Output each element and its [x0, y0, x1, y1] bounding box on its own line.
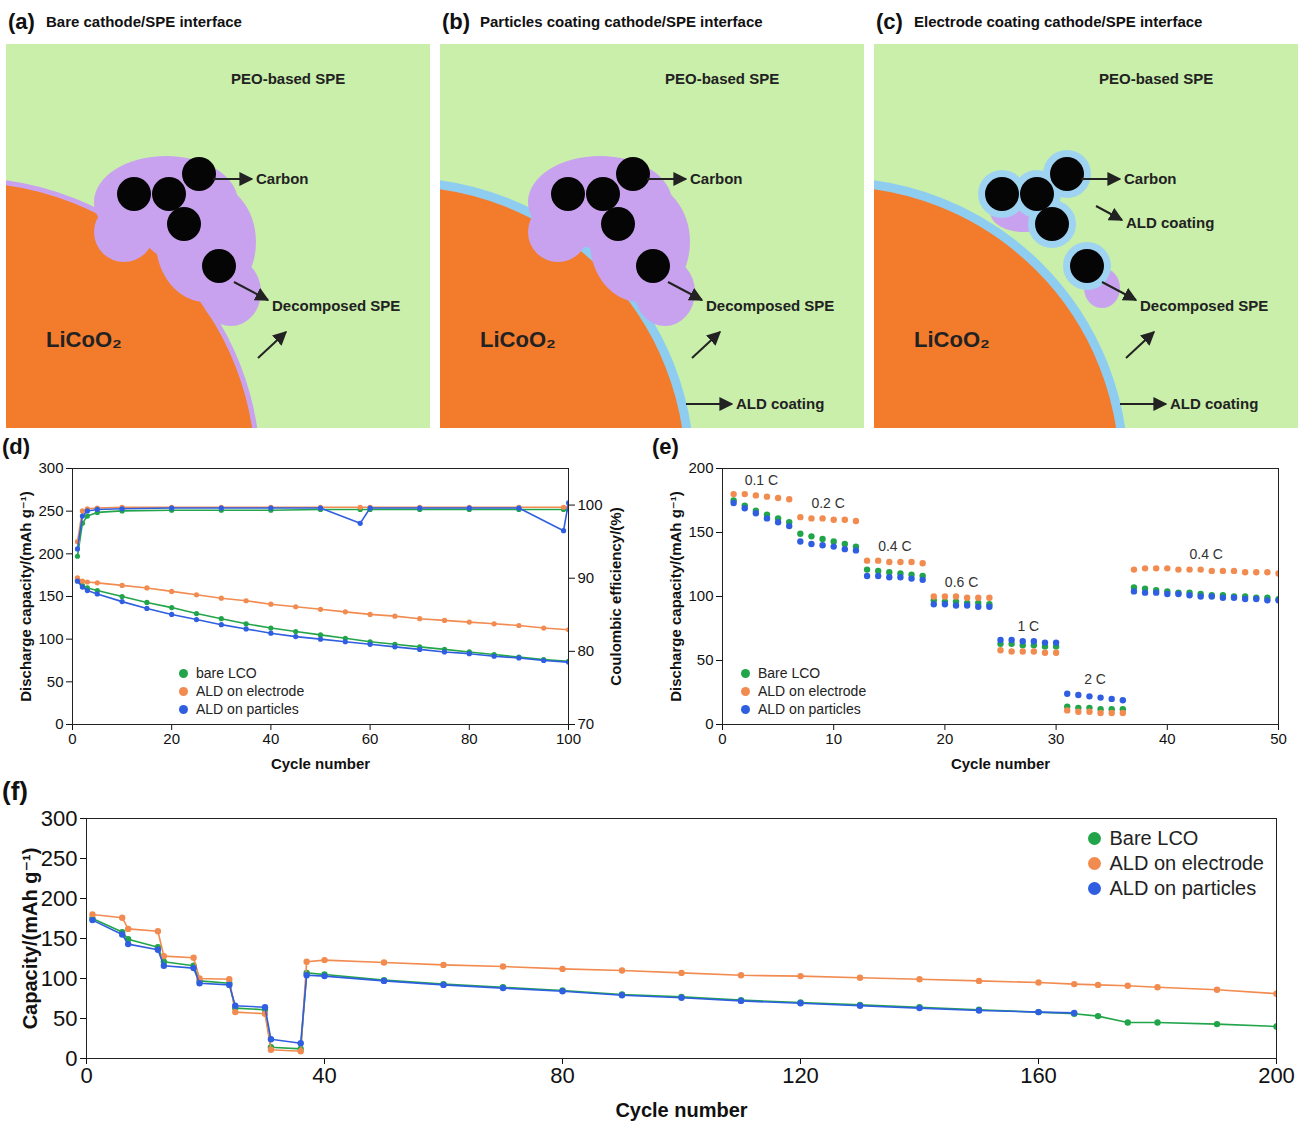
svg-text:(b): (b)	[442, 9, 470, 34]
svg-text:20: 20	[937, 730, 954, 747]
svg-text:ALD coating: ALD coating	[736, 395, 824, 412]
svg-text:Cycle number: Cycle number	[271, 755, 370, 772]
svg-text:0: 0	[80, 1063, 92, 1088]
svg-text:150: 150	[38, 587, 63, 604]
html-text:(f): (f)	[2, 776, 28, 806]
svg-text:50: 50	[1270, 730, 1287, 747]
svg-text:0: 0	[718, 730, 726, 747]
svg-text:90: 90	[578, 569, 595, 586]
svg-text:40: 40	[263, 730, 280, 747]
svg-text:ALD coating: ALD coating	[1170, 395, 1258, 412]
svg-text:Coulombic efficiency/(%): Coulombic efficiency/(%)	[607, 507, 624, 685]
svg-text:PEO-based SPE: PEO-based SPE	[665, 70, 779, 87]
html-text:ALD on electrode: ALD on electrode	[1109, 852, 1264, 874]
svg-text:Bare cathode/SPE interface: Bare cathode/SPE interface	[46, 13, 242, 30]
svg-text:LiCoO₂: LiCoO₂	[480, 327, 556, 352]
html-text:Bare LCO: Bare LCO	[758, 665, 821, 681]
svg-text:100: 100	[41, 966, 78, 991]
svg-text:0.1 C: 0.1 C	[745, 472, 778, 488]
svg-text:160: 160	[1020, 1063, 1057, 1088]
svg-text:70: 70	[578, 715, 595, 732]
html-text:(e): (e)	[652, 434, 679, 459]
svg-text:LiCoO₂: LiCoO₂	[914, 327, 990, 352]
svg-text:200: 200	[38, 545, 63, 562]
svg-text:100: 100	[556, 730, 581, 747]
svg-text:250: 250	[41, 846, 78, 871]
svg-text:Carbon: Carbon	[690, 170, 743, 187]
svg-text:Discharge capacity/(mAh g⁻¹): Discharge capacity/(mAh g⁻¹)	[667, 491, 684, 701]
svg-text:80: 80	[578, 642, 595, 659]
svg-text:30: 30	[1048, 730, 1065, 747]
svg-text:Carbon: Carbon	[1124, 170, 1177, 187]
svg-text:0: 0	[68, 730, 76, 747]
svg-text:40: 40	[312, 1063, 336, 1088]
svg-text:0: 0	[65, 1046, 77, 1071]
svg-text:Decomposed SPE: Decomposed SPE	[272, 297, 400, 314]
svg-text:(a): (a)	[8, 9, 35, 34]
svg-text:60: 60	[362, 730, 379, 747]
html-text:ALD on particles: ALD on particles	[1109, 877, 1257, 899]
svg-text:150: 150	[41, 926, 78, 951]
svg-text:20: 20	[163, 730, 180, 747]
svg-text:200: 200	[41, 886, 78, 911]
svg-text:0.6 C: 0.6 C	[945, 574, 978, 590]
svg-text:120: 120	[782, 1063, 819, 1088]
svg-text:Electrode coating cathode/SPE: Electrode coating cathode/SPE interface	[914, 13, 1202, 30]
svg-text:Capacity/(mAh g⁻¹): Capacity/(mAh g⁻¹)	[19, 848, 41, 1030]
html-text:Bare LCO: Bare LCO	[1109, 827, 1199, 849]
svg-text:0.2 C: 0.2 C	[811, 495, 844, 511]
svg-text:PEO-based SPE: PEO-based SPE	[231, 70, 345, 87]
svg-text:250: 250	[38, 502, 63, 519]
svg-text:50: 50	[53, 1006, 77, 1031]
html-text:bare LCO: bare LCO	[196, 665, 257, 681]
svg-text:40: 40	[1159, 730, 1176, 747]
svg-text:0.4 C: 0.4 C	[878, 538, 911, 554]
svg-text:150: 150	[688, 523, 713, 540]
svg-text:0: 0	[55, 715, 63, 732]
svg-text:80: 80	[550, 1063, 574, 1088]
svg-text:ALD coating: ALD coating	[1126, 214, 1214, 231]
svg-text:Cycle number: Cycle number	[951, 755, 1050, 772]
svg-text:(c): (c)	[876, 9, 903, 34]
svg-text:2 C: 2 C	[1084, 671, 1106, 687]
svg-text:Cycle number: Cycle number	[615, 1099, 747, 1121]
html-text:(d): (d)	[2, 434, 31, 459]
svg-text:50: 50	[47, 673, 64, 690]
svg-text:0.4 C: 0.4 C	[1189, 546, 1222, 562]
html-text:ALD on particles: ALD on particles	[758, 701, 861, 717]
svg-text:200: 200	[688, 459, 713, 476]
svg-text:Decomposed SPE: Decomposed SPE	[1140, 297, 1268, 314]
svg-text:0: 0	[705, 715, 713, 732]
svg-text:100: 100	[578, 496, 603, 513]
svg-text:Discharge capacity/(mAh g⁻¹): Discharge capacity/(mAh g⁻¹)	[17, 491, 34, 701]
svg-text:300: 300	[41, 806, 78, 831]
svg-text:Carbon: Carbon	[256, 170, 309, 187]
svg-text:200: 200	[1258, 1063, 1295, 1088]
svg-text:50: 50	[697, 651, 714, 668]
svg-text:PEO-based SPE: PEO-based SPE	[1099, 70, 1213, 87]
html-text:ALD on electrode: ALD on electrode	[196, 683, 305, 699]
svg-text:80: 80	[461, 730, 478, 747]
html-text:ALD on electrode: ALD on electrode	[758, 683, 867, 699]
html-text:ALD on particles: ALD on particles	[196, 701, 299, 717]
svg-text:Particles coating cathode/SPE: Particles coating cathode/SPE interface	[480, 13, 763, 30]
svg-text:LiCoO₂: LiCoO₂	[46, 327, 122, 352]
svg-text:Decomposed SPE: Decomposed SPE	[706, 297, 834, 314]
svg-text:100: 100	[688, 587, 713, 604]
svg-text:100: 100	[38, 630, 63, 647]
svg-text:10: 10	[825, 730, 842, 747]
svg-text:300: 300	[38, 459, 63, 476]
svg-text:1 C: 1 C	[1017, 618, 1039, 634]
